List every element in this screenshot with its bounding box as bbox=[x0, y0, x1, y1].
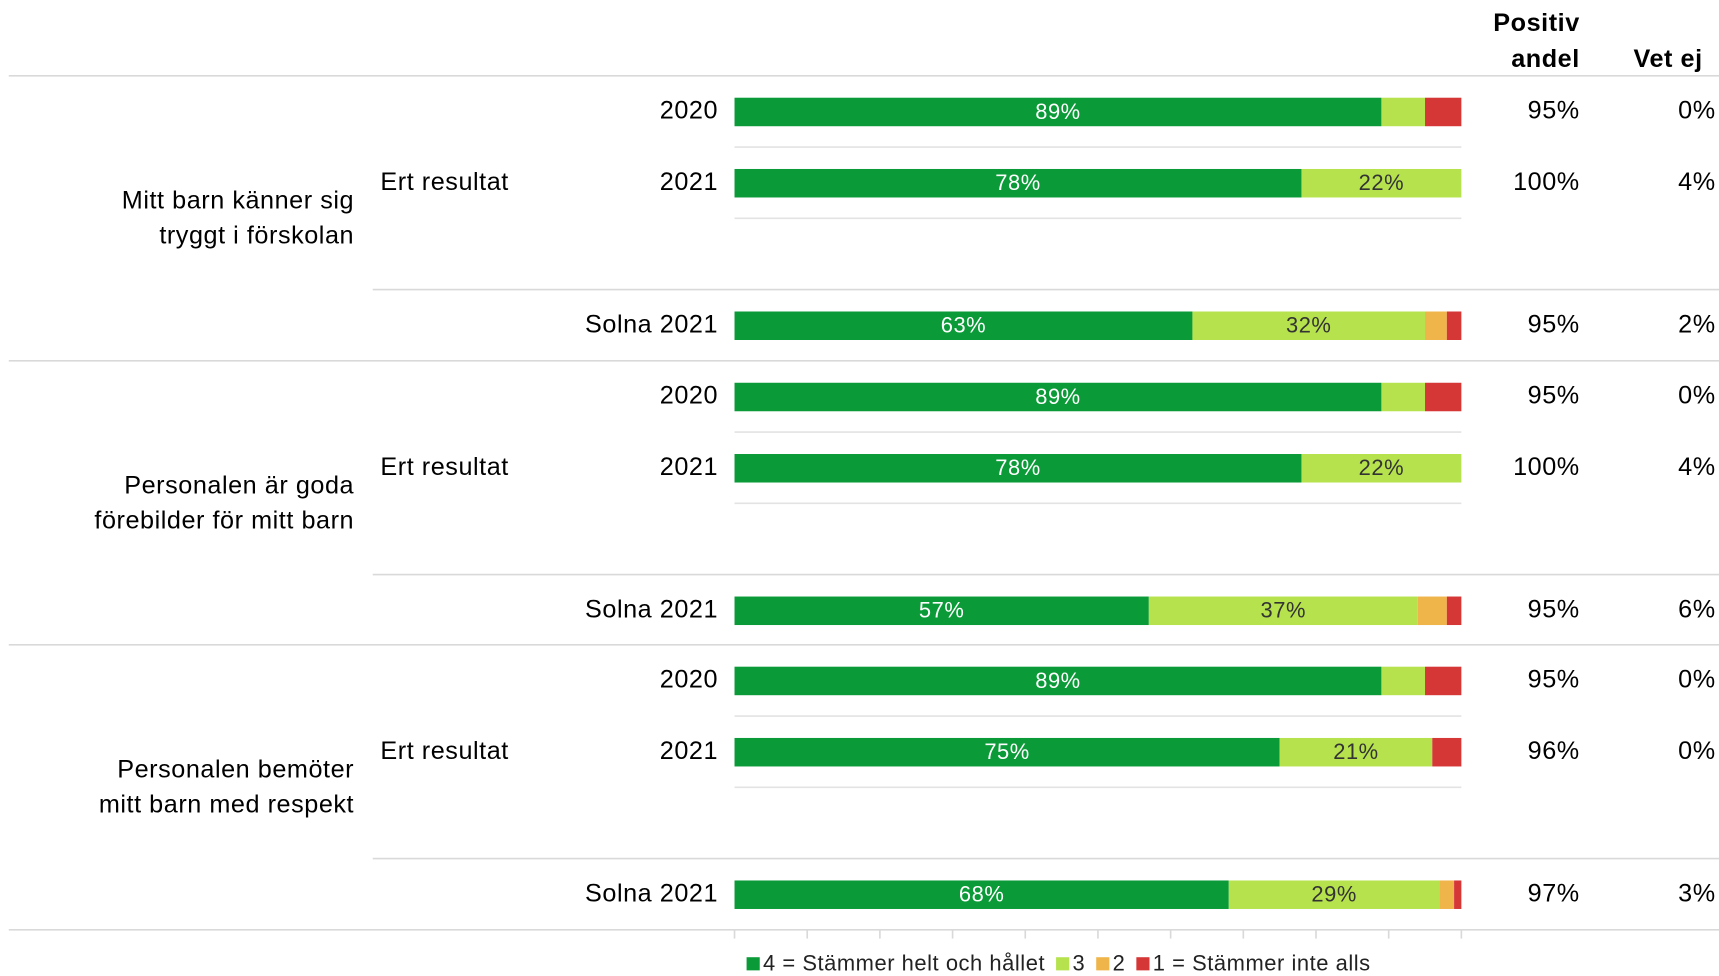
legend-label: 2 bbox=[1113, 951, 1126, 976]
data-label: 37% bbox=[1261, 598, 1307, 623]
bar-segment bbox=[1192, 311, 1426, 340]
bar-segment bbox=[1425, 97, 1462, 127]
bar-segment bbox=[1417, 596, 1447, 626]
row-label: 2020 bbox=[660, 97, 718, 125]
bar-segment bbox=[734, 454, 1302, 483]
column-value: 0% bbox=[1678, 666, 1716, 694]
data-label: 89% bbox=[1035, 99, 1081, 124]
question-label: Personalen bemöter bbox=[117, 756, 354, 784]
bar-segment bbox=[1425, 382, 1462, 412]
data-label: 32% bbox=[1286, 313, 1332, 338]
data-label: 63% bbox=[941, 313, 987, 338]
bar-segment bbox=[1381, 666, 1426, 696]
row-label: 2020 bbox=[660, 382, 718, 410]
column-header: Positiv bbox=[1493, 9, 1579, 37]
column-value: 95% bbox=[1528, 97, 1580, 125]
bar-segment bbox=[1301, 168, 1462, 198]
data-label: 29% bbox=[1311, 882, 1357, 907]
question-label: Mitt barn känner sig bbox=[122, 187, 354, 215]
column-value: 95% bbox=[1528, 666, 1580, 694]
bar-segment bbox=[1446, 311, 1462, 340]
bar-segment bbox=[1301, 454, 1462, 483]
bar-segment bbox=[1425, 666, 1462, 696]
bar-segment bbox=[1381, 382, 1426, 412]
column-value: 95% bbox=[1528, 382, 1580, 410]
bar-segment bbox=[734, 311, 1193, 340]
question-label: Personalen är goda bbox=[124, 472, 354, 500]
bar-segment bbox=[1446, 596, 1462, 626]
data-label: 89% bbox=[1035, 668, 1081, 693]
legend-swatch bbox=[1136, 957, 1150, 971]
column-value: 100% bbox=[1513, 168, 1580, 196]
row-label: 2021 bbox=[660, 737, 718, 765]
column-value: 0% bbox=[1678, 737, 1716, 765]
data-label: 75% bbox=[984, 739, 1029, 764]
data-label: 21% bbox=[1333, 739, 1379, 764]
legend-swatch bbox=[1096, 957, 1110, 971]
bar-segment bbox=[734, 97, 1382, 127]
column-value: 4% bbox=[1678, 168, 1716, 196]
column-header: Vet ej bbox=[1633, 45, 1702, 73]
bar-segment bbox=[1432, 737, 1462, 767]
bar-segment bbox=[734, 880, 1229, 909]
bar-segment bbox=[1425, 311, 1447, 340]
legend-label: 1 = Stämmer inte alls bbox=[1153, 951, 1371, 976]
column-value: 96% bbox=[1528, 737, 1580, 765]
subgroup-label: Ert resultat bbox=[380, 168, 508, 196]
column-value: 2% bbox=[1678, 310, 1716, 338]
bar-segment bbox=[1439, 880, 1455, 909]
row-label: 2021 bbox=[660, 453, 718, 481]
data-label: 22% bbox=[1359, 455, 1404, 480]
data-label: 78% bbox=[995, 455, 1040, 480]
row-label: Solna 2021 bbox=[585, 595, 718, 623]
bar-segment bbox=[1279, 737, 1433, 767]
column-value: 95% bbox=[1528, 310, 1580, 338]
data-label: 68% bbox=[959, 882, 1005, 907]
column-value: 3% bbox=[1678, 879, 1716, 907]
legend-swatch bbox=[1056, 957, 1070, 971]
data-label: 78% bbox=[995, 170, 1040, 195]
subgroup-label: Ert resultat bbox=[380, 453, 508, 481]
legend-swatch bbox=[746, 957, 760, 971]
subgroup-label: Ert resultat bbox=[380, 737, 508, 765]
bar-segment bbox=[734, 666, 1382, 696]
legend-label: 4 = Stämmer helt och hållet bbox=[763, 951, 1045, 976]
bar-segment bbox=[734, 737, 1280, 767]
column-value: 6% bbox=[1678, 595, 1716, 623]
question-label: tryggt i förskolan bbox=[159, 222, 354, 250]
column-value: 0% bbox=[1678, 97, 1716, 125]
bar-segment bbox=[734, 596, 1149, 626]
bar-segment bbox=[1228, 880, 1440, 909]
bar-segment bbox=[734, 168, 1302, 198]
column-header: andel bbox=[1511, 45, 1580, 73]
legend-label: 3 bbox=[1073, 951, 1086, 976]
question-label: förebilder för mitt barn bbox=[94, 507, 354, 535]
data-label: 22% bbox=[1359, 170, 1404, 195]
bar-segment bbox=[734, 382, 1382, 412]
row-label: Solna 2021 bbox=[585, 310, 718, 338]
row-label: 2020 bbox=[660, 666, 718, 694]
bar-segment bbox=[1148, 596, 1418, 626]
column-value: 4% bbox=[1678, 453, 1716, 481]
bar-segment bbox=[1381, 97, 1426, 127]
column-value: 97% bbox=[1528, 879, 1580, 907]
bar-segment bbox=[1454, 880, 1462, 909]
data-label: 57% bbox=[919, 598, 964, 623]
column-value: 95% bbox=[1528, 595, 1580, 623]
row-label: Solna 2021 bbox=[585, 879, 718, 907]
column-value: 100% bbox=[1513, 453, 1580, 481]
column-value: 0% bbox=[1678, 382, 1716, 410]
data-label: 89% bbox=[1035, 384, 1081, 409]
row-label: 2021 bbox=[660, 168, 718, 196]
question-label: mitt barn med respekt bbox=[99, 791, 354, 819]
